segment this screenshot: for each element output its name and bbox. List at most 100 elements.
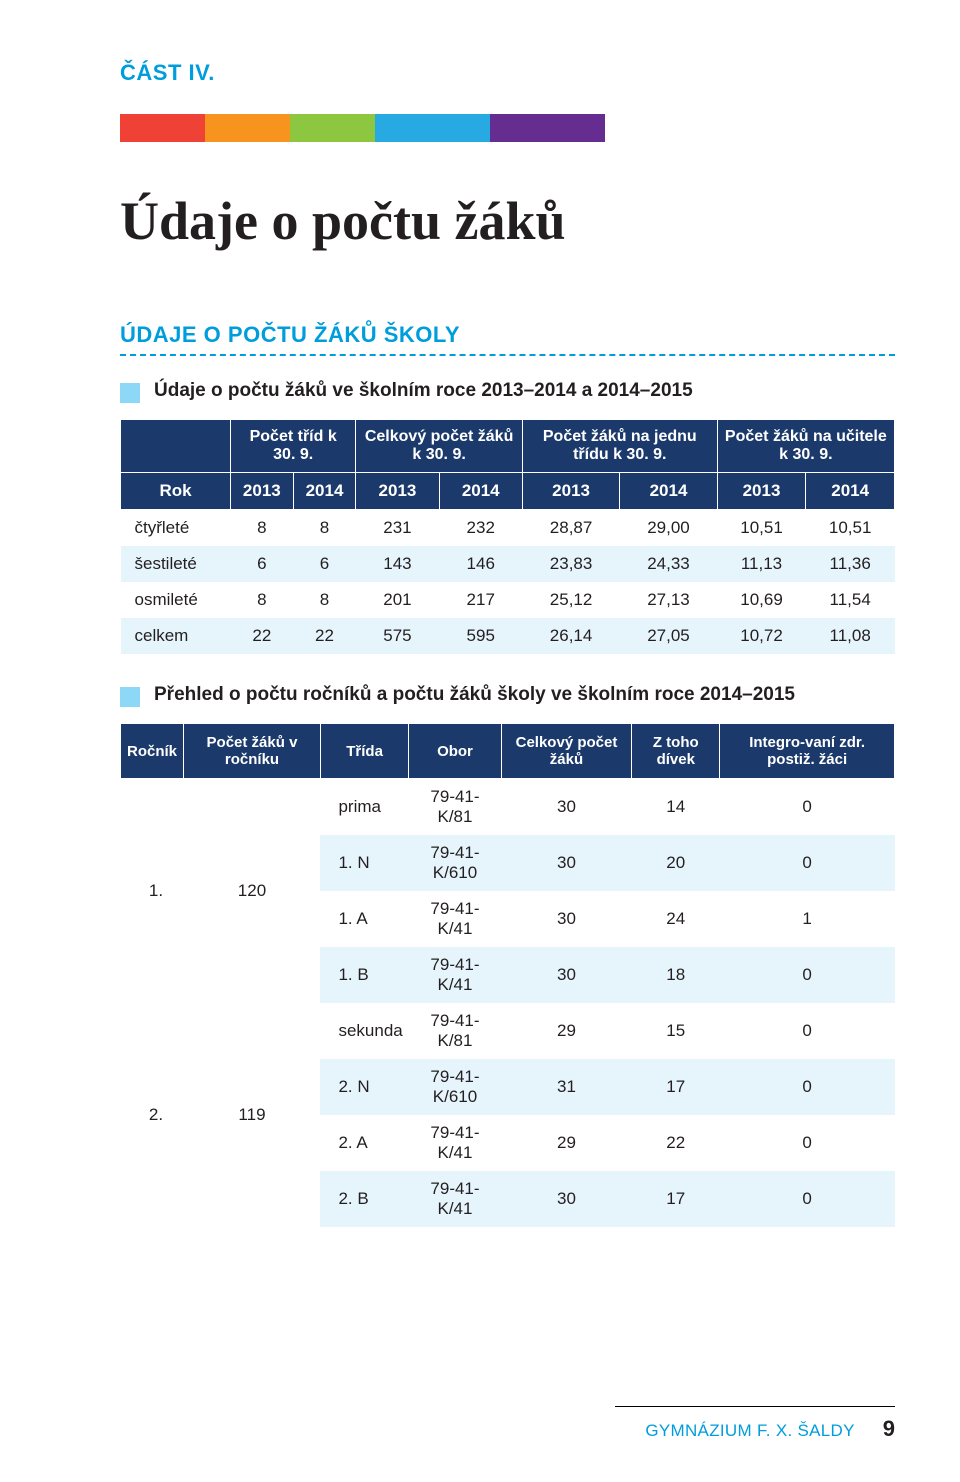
- table-cell-label: osmileté: [121, 582, 231, 618]
- table-cell: 30: [501, 947, 632, 1003]
- table-cell: 0: [720, 1171, 895, 1227]
- table-cell-rocnik: 2.: [121, 1003, 184, 1227]
- table-cell: 79-41-K/41: [409, 1171, 502, 1227]
- table-cell: 30: [501, 891, 632, 947]
- table-header: Rok: [121, 473, 231, 510]
- table-cell-pocet: 120: [184, 779, 321, 1004]
- table-cell: 23,83: [522, 546, 619, 582]
- table-header: 2013: [356, 473, 439, 510]
- table-row: 2.119sekunda79-41-K/8129150: [121, 1003, 895, 1059]
- table-row: 1.120prima79-41-K/8130140: [121, 779, 895, 836]
- table-header: 2014: [806, 473, 895, 510]
- table-cell: sekunda: [320, 1003, 408, 1059]
- table-header: Ročník: [121, 724, 184, 779]
- table-cell: 29: [501, 1003, 632, 1059]
- table-cell: 8: [231, 582, 294, 618]
- table-cell: 6: [231, 546, 294, 582]
- table-cell: 11,36: [806, 546, 895, 582]
- table-cell-rocnik: 1.: [121, 779, 184, 1004]
- table-cell: 575: [356, 618, 439, 654]
- table-year-overview: RočníkPočet žáků v ročníkuTřídaOborCelko…: [120, 723, 895, 1227]
- table-header: 2014: [620, 473, 717, 510]
- table-cell: 8: [293, 582, 356, 618]
- table-cell: 27,05: [620, 618, 717, 654]
- table-cell: 2. B: [320, 1171, 408, 1227]
- table-cell-label: čtyřleté: [121, 510, 231, 547]
- table-cell: 231: [356, 510, 439, 547]
- table-cell: 10,69: [717, 582, 806, 618]
- table-cell-pocet: 119: [184, 1003, 321, 1227]
- table-cell: 27,13: [620, 582, 717, 618]
- table-cell: 0: [720, 1003, 895, 1059]
- table-cell: 22: [231, 618, 294, 654]
- table-cell: 232: [439, 510, 522, 547]
- table-cell: 6: [293, 546, 356, 582]
- stripe-segment: [120, 114, 205, 142]
- page-title: Údaje o počtu žáků: [120, 190, 895, 252]
- table-cell: 79-41-K/81: [409, 779, 502, 836]
- table-cell: 14: [632, 779, 720, 836]
- table-cell: 22: [632, 1115, 720, 1171]
- table-cell: 24: [632, 891, 720, 947]
- subsection-heading: Přehled o počtu ročníků a počtu žáků ško…: [120, 684, 895, 707]
- table-header: Celkový počet žáků k 30. 9.: [356, 420, 523, 473]
- table-cell: 22: [293, 618, 356, 654]
- table-cell: 17: [632, 1171, 720, 1227]
- table-cell: 201: [356, 582, 439, 618]
- table-cell: 17: [632, 1059, 720, 1115]
- table-header: 2013: [522, 473, 619, 510]
- stripe-segment: [205, 114, 290, 142]
- table-cell: 0: [720, 947, 895, 1003]
- table-header: Celkový počet žáků: [501, 724, 632, 779]
- stripe-segment: [490, 114, 605, 142]
- table-header: 2013: [717, 473, 806, 510]
- table-cell: 28,87: [522, 510, 619, 547]
- table-cell: 30: [501, 835, 632, 891]
- table-header: 2013: [231, 473, 294, 510]
- part-label: ČÁST IV.: [120, 60, 895, 86]
- table-row: celkem222257559526,1427,0510,7211,08: [121, 618, 895, 654]
- table-cell: 29,00: [620, 510, 717, 547]
- table-cell-label: šestileté: [121, 546, 231, 582]
- table-cell: 79-41-K/41: [409, 947, 502, 1003]
- table-cell: 10,51: [717, 510, 806, 547]
- table-header: Počet žáků v ročníku: [184, 724, 321, 779]
- section-heading: ÚDAJE O POČTU ŽÁKŮ ŠKOLY: [120, 322, 895, 356]
- table-cell: 146: [439, 546, 522, 582]
- table-row: čtyřleté8823123228,8729,0010,5110,51: [121, 510, 895, 547]
- table-cell: 8: [293, 510, 356, 547]
- table-cell: 2. A: [320, 1115, 408, 1171]
- table-cell: 18: [632, 947, 720, 1003]
- table-header: Integro-vaní zdr. postiž. žáci: [720, 724, 895, 779]
- subsection-label: Přehled o počtu ročníků a počtu žáků ško…: [154, 684, 795, 706]
- table-cell: 29: [501, 1115, 632, 1171]
- stripe-segment: [375, 114, 490, 142]
- table-cell: 217: [439, 582, 522, 618]
- table-header: Z toho dívek: [632, 724, 720, 779]
- subsection-label: Údaje o počtu žáků ve školním roce 2013–…: [154, 380, 693, 402]
- table-cell: 595: [439, 618, 522, 654]
- bullet-square-icon: [120, 383, 140, 403]
- table-cell: 0: [720, 1115, 895, 1171]
- footer-page-number: 9: [883, 1416, 895, 1442]
- table-cell: 25,12: [522, 582, 619, 618]
- table-cell: 0: [720, 779, 895, 836]
- table-cell: 26,14: [522, 618, 619, 654]
- table-header-blank: [121, 420, 231, 473]
- table-header: Obor: [409, 724, 502, 779]
- color-stripe: [120, 114, 895, 142]
- table-cell: 1. B: [320, 947, 408, 1003]
- table-cell: 1. A: [320, 891, 408, 947]
- table-header: Počet žáků na jednu třídu k 30. 9.: [522, 420, 717, 473]
- table-cell: 24,33: [620, 546, 717, 582]
- table-header: Počet tříd k 30. 9.: [231, 420, 356, 473]
- table-cell: 79-41-K/41: [409, 1115, 502, 1171]
- table-header: Třída: [320, 724, 408, 779]
- table-cell: 1: [720, 891, 895, 947]
- table-cell: 1. N: [320, 835, 408, 891]
- table-cell: 79-41-K/41: [409, 891, 502, 947]
- table-cell: prima: [320, 779, 408, 836]
- table-cell: 0: [720, 835, 895, 891]
- table-cell: 10,51: [806, 510, 895, 547]
- table-cell: 11,54: [806, 582, 895, 618]
